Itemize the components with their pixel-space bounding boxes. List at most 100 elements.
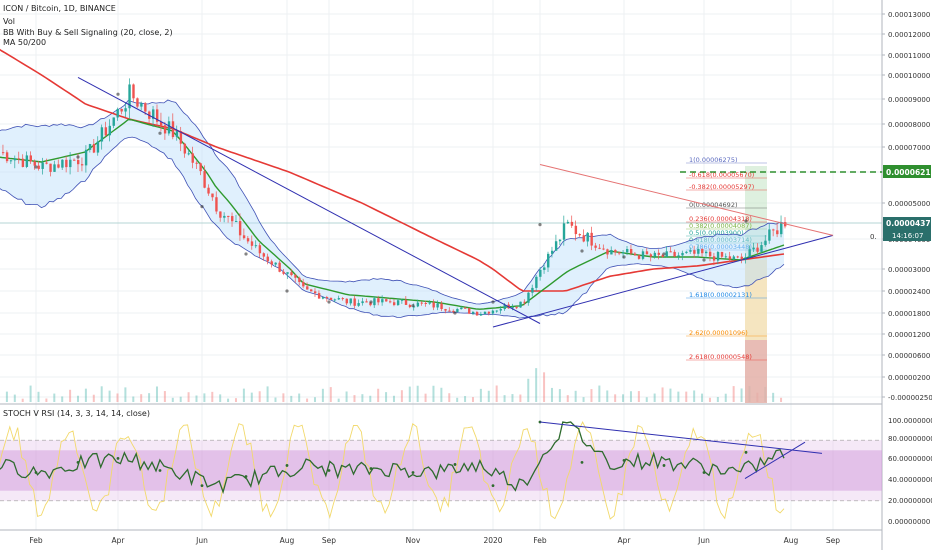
candle-body [444, 309, 447, 311]
candle-body [199, 163, 202, 172]
price-badges: 0.00006212 0.00004379 14:16:07 0. [870, 165, 932, 241]
candle-body [345, 298, 348, 304]
fib-level-label: 2.618(0.00000548) [689, 353, 752, 361]
candle-body [503, 304, 506, 310]
osc-tick-label: 0.00000000 [888, 518, 930, 526]
candle-body [629, 248, 633, 254]
volume-bar [732, 386, 735, 402]
indicator-label-ma: MA 50/200 [3, 38, 47, 47]
candle-body [590, 232, 593, 246]
price-tick-label: 0.00005000 [888, 200, 930, 208]
volume-bar [780, 397, 783, 402]
candle-body [539, 269, 542, 277]
candle-body [764, 240, 767, 246]
volume-bar [250, 392, 253, 402]
candle-body [716, 251, 720, 261]
candle-body [669, 251, 672, 253]
candle-body [464, 307, 467, 309]
candle-body [708, 251, 712, 257]
indicator-label-volume: Vol [3, 17, 15, 26]
candle-body [373, 298, 376, 306]
rsi-point [491, 484, 495, 488]
trendline [77, 76, 541, 324]
volume-bar [543, 372, 546, 402]
candle-body [124, 108, 127, 112]
volume-bar [511, 394, 514, 402]
volume-bar [100, 386, 103, 402]
candle-body [756, 247, 759, 252]
candle-body [92, 144, 96, 153]
volume-bar [329, 387, 332, 402]
volume-bar [566, 395, 569, 402]
candle-body [570, 221, 574, 226]
volume-bar [519, 394, 522, 402]
time-tick-label: 2020 [483, 536, 502, 545]
candle-body [495, 310, 499, 312]
rsi-point [34, 471, 38, 474]
price-point [158, 131, 162, 135]
candle-body [144, 103, 147, 112]
candle-body [460, 307, 463, 310]
volume-bar [274, 397, 277, 402]
time-tick-label: Jun [697, 536, 710, 545]
candle-body [341, 298, 345, 300]
candle-body [96, 141, 100, 153]
price-tick-label: 0.00000600 [888, 352, 930, 360]
candle-body [456, 309, 459, 312]
volume-bar [211, 391, 214, 402]
volume-bar [645, 397, 648, 402]
volume-bar [84, 388, 87, 402]
volume-bar [772, 392, 775, 402]
candle-body [527, 292, 530, 303]
osc-trendline [539, 421, 823, 454]
fib-level-label: -0.382(0.00005297) [689, 183, 754, 191]
candle-body [558, 239, 562, 242]
candle-body [701, 248, 704, 254]
volume-bar [598, 385, 601, 402]
candle-body [598, 247, 601, 249]
candle-body [84, 149, 88, 166]
time-tick-label: Aug [784, 536, 799, 545]
candle-body [33, 161, 36, 166]
candle-body [531, 287, 534, 293]
candle-body [622, 252, 625, 254]
series-ma-50 [0, 118, 785, 310]
price-tick-label: 0.00002400 [888, 288, 930, 296]
candle-body [227, 215, 230, 217]
volume-bar [582, 397, 585, 402]
candle-body [377, 298, 380, 303]
candle-body [215, 197, 218, 212]
candle-body [618, 252, 621, 254]
volume-bar [361, 394, 364, 402]
candle-body [432, 302, 435, 308]
candle-body [452, 310, 455, 312]
volume-bar [535, 368, 538, 402]
osc-trendline [744, 441, 806, 480]
candle-body [705, 251, 708, 254]
price-point [116, 92, 120, 96]
candle-body [396, 300, 400, 306]
candle-body [274, 262, 277, 265]
candle-body [317, 293, 321, 299]
volume-bar [369, 395, 372, 402]
candle-body [17, 158, 21, 160]
candle-body [329, 297, 333, 300]
bollinger-lower [0, 136, 785, 319]
fib-zone-orange [745, 260, 767, 340]
volume-bar [29, 385, 32, 402]
rsi-point [662, 464, 666, 467]
candle-body [41, 162, 44, 169]
oscillator-title: STOCH V RSI (14, 3, 3, 14, 14, close) [3, 409, 150, 418]
candle-body [732, 256, 736, 260]
volume-bar [614, 394, 617, 402]
candle-body [385, 299, 388, 302]
candle-body [420, 302, 424, 304]
candles [1, 78, 787, 316]
volume-bar [377, 388, 380, 402]
candle-body [547, 253, 550, 268]
candle-body [128, 84, 131, 109]
volume-bar [448, 393, 451, 402]
candle-body [175, 131, 179, 138]
volume-bar [590, 389, 593, 402]
candle-body [29, 155, 32, 162]
